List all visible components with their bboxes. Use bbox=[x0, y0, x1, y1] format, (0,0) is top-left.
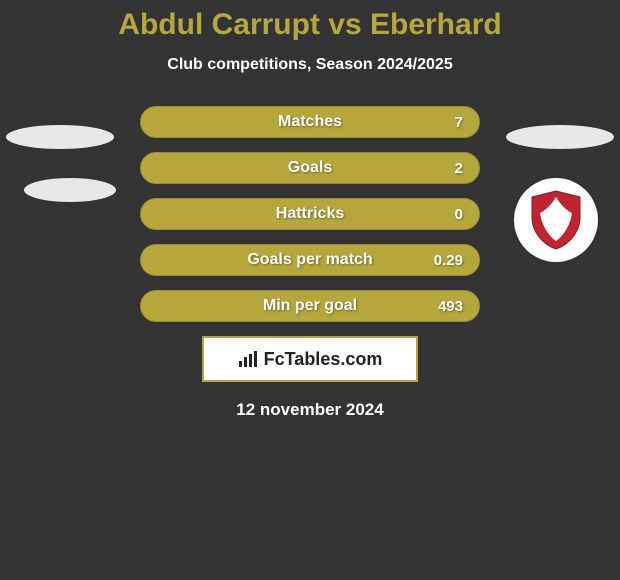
stat-label: Min per goal bbox=[263, 297, 357, 315]
page-title: Abdul Carrupt vs Eberhard bbox=[0, 8, 620, 42]
stat-row: Hattricks 0 bbox=[140, 198, 480, 230]
stat-row: Goals per match 0.29 bbox=[140, 244, 480, 276]
stat-label: Goals per match bbox=[247, 251, 372, 269]
stat-row: Matches 7 bbox=[140, 106, 480, 138]
stat-right-value: 7 bbox=[423, 114, 463, 131]
brand-label: FcTables.com bbox=[264, 349, 383, 370]
stat-right-value: 0 bbox=[423, 206, 463, 223]
subtitle: Club competitions, Season 2024/2025 bbox=[0, 56, 620, 74]
date-text: 12 november 2024 bbox=[0, 400, 620, 420]
stats-area: Matches 7 Goals 2 Hattricks 0 Goals per … bbox=[0, 106, 620, 322]
stat-row: Min per goal 493 bbox=[140, 290, 480, 322]
brand-box: FcTables.com bbox=[202, 336, 418, 382]
stat-right-value: 0.29 bbox=[423, 252, 463, 269]
stat-label: Matches bbox=[278, 113, 342, 131]
chart-icon bbox=[238, 351, 258, 367]
stat-row: Goals 2 bbox=[140, 152, 480, 184]
stat-right-value: 493 bbox=[423, 298, 463, 315]
stat-right-value: 2 bbox=[423, 160, 463, 177]
stat-label: Hattricks bbox=[276, 205, 344, 223]
stat-label: Goals bbox=[288, 159, 332, 177]
